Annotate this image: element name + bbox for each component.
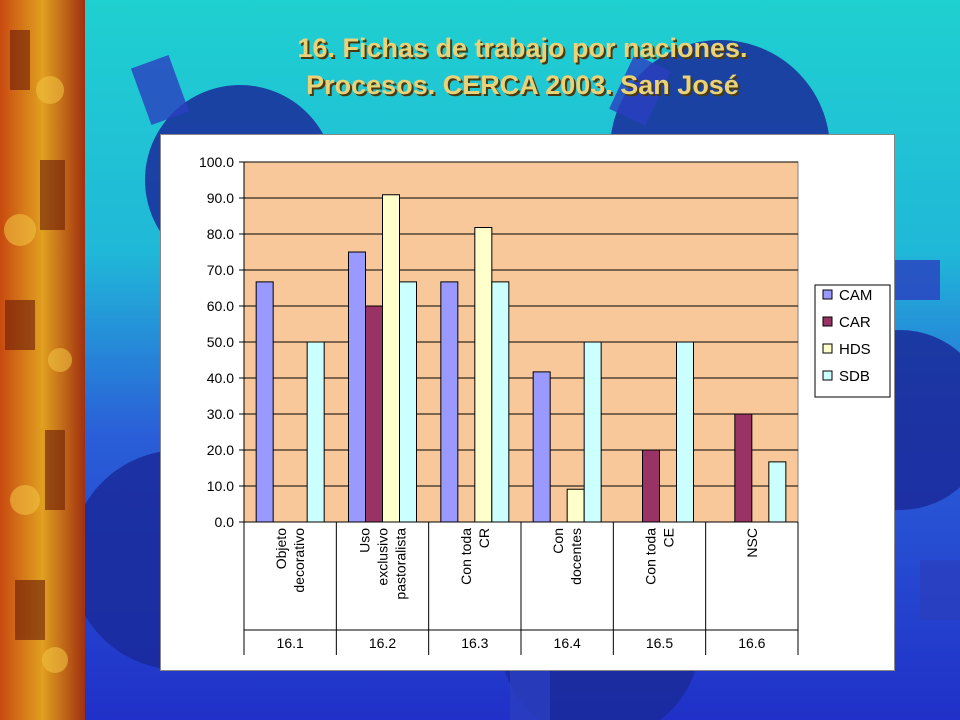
bar-car-16-6 [734, 413, 753, 523]
slide-title-line1: 16. Fichas de trabajo por naciones. [297, 33, 748, 63]
bar-hds-16-4 [566, 488, 585, 523]
group-id-label: 16.6 [738, 635, 765, 651]
legend-label-car: CAR [839, 314, 871, 331]
y-tick-label: 10.0 [207, 478, 234, 494]
group-id-label: 16.4 [554, 635, 581, 651]
slide-title-line2: Procesos. CERCA 2003. San José [306, 70, 739, 100]
category-label: Con toda [458, 528, 474, 585]
group-id-label: 16.2 [369, 635, 396, 651]
y-tick-label: 0.0 [215, 514, 235, 530]
bar-sdb-16-4 [583, 341, 602, 523]
bar-sdb-16-1 [306, 341, 325, 523]
group-id-label: 16.1 [277, 635, 304, 651]
slide-title: 16. Fichas de trabajo por naciones. Proc… [85, 30, 960, 104]
bar-car-16-2 [365, 305, 383, 523]
category-label: Uso [357, 528, 373, 553]
y-tick-label: 30.0 [207, 406, 234, 422]
legend-swatch-sdb [822, 370, 833, 381]
y-tick-label: 90.0 [207, 190, 234, 206]
y-tick-label: 100.0 [199, 154, 234, 170]
category-label: CR [476, 528, 492, 548]
chart-frame: 0.0 10.0 20.0 30.0 40.0 50.0 60.0 70.0 80.0 90.0 1… [160, 134, 895, 671]
y-tick-label: 20.0 [207, 442, 234, 458]
bar-car-16-5 [642, 449, 660, 523]
category-label: Objeto [273, 528, 289, 569]
legend-swatch-hds [822, 343, 833, 354]
bar-cam-16-3 [440, 281, 459, 523]
y-tick-label: 60.0 [207, 298, 234, 314]
category-label: Con toda [643, 528, 659, 585]
legend-label-hds: HDS [839, 341, 871, 358]
bar-sdb-16-5 [676, 341, 694, 523]
bar-cam-16-4 [532, 371, 551, 523]
category-label: NSC [744, 528, 760, 558]
group-id-label: 16.5 [646, 635, 673, 651]
legend-label-cam: CAM [839, 287, 872, 304]
category-label: pastoralista [393, 528, 409, 600]
y-tick-label: 40.0 [207, 370, 234, 386]
bar-hds-16-2 [382, 194, 400, 523]
legend-swatch-car [822, 316, 833, 327]
y-tick-label: 70.0 [207, 262, 234, 278]
y-tick-label: 80.0 [207, 226, 234, 242]
bar-chart: 0.0 10.0 20.0 30.0 40.0 50.0 60.0 70.0 80.0 90.0 1… [199, 154, 891, 655]
legend-label-sdb: SDB [839, 368, 870, 385]
category-label: CE [661, 528, 677, 547]
category-label: decorativo [291, 528, 307, 593]
bar-sdb-16-2 [399, 281, 417, 523]
legend-swatch-cam [822, 289, 833, 300]
bar-sdb-16-3 [491, 281, 510, 523]
bar-sdb-16-6 [768, 461, 787, 523]
category-label: docentes [568, 528, 584, 585]
y-tick-label: 50.0 [207, 334, 234, 350]
group-id-label: 16.3 [461, 635, 488, 651]
bar-cam-16-2 [348, 251, 366, 523]
bar-cam-16-1 [255, 281, 274, 523]
category-label: exclusivo [375, 528, 391, 586]
bar-hds-16-3 [474, 227, 493, 523]
category-label: Con [550, 528, 566, 554]
